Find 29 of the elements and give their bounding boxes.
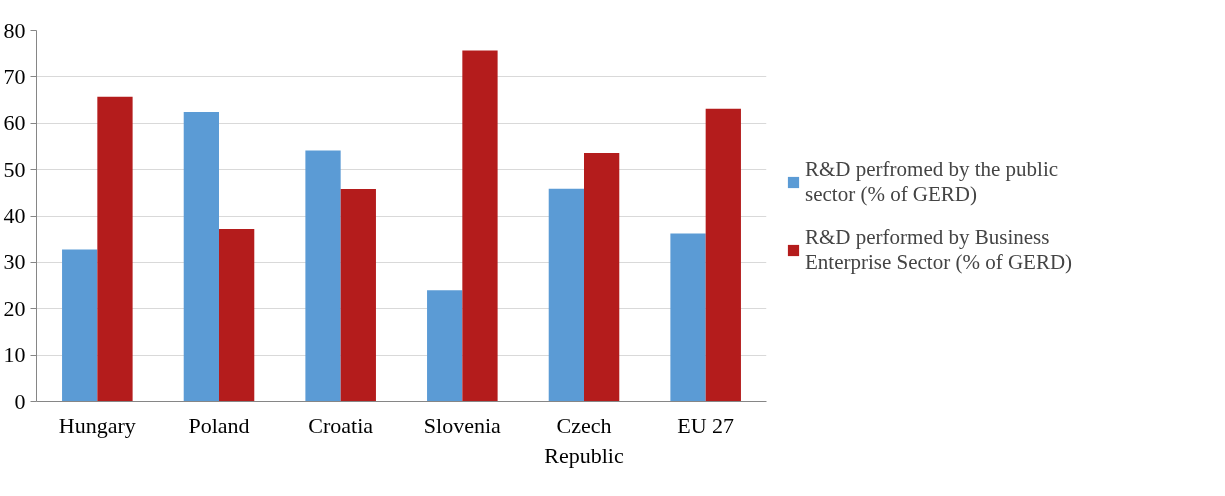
legend-label: R&D performed by Business Enterprise Sector (% of GERD) — [805, 224, 1073, 275]
x-tick-label: Hungary — [58, 412, 136, 438]
legend-label: R&D perfromed by the public sector (% of GERD) — [805, 156, 1059, 207]
x-tick-label: Croatia — [308, 412, 374, 438]
y-tick-label: 80 — [3, 17, 26, 43]
bar — [62, 249, 98, 402]
x-tick-label: Poland — [188, 412, 250, 438]
y-tick-label: 30 — [3, 249, 26, 275]
bar — [705, 108, 741, 402]
bar — [219, 228, 255, 402]
x-tick-label: EU 27 — [677, 412, 735, 438]
y-tick-label: 50 — [3, 156, 26, 182]
bar — [305, 150, 341, 402]
bar — [340, 189, 376, 402]
y-tick-label: 40 — [3, 203, 26, 228]
x-tick-label: Czech Republic — [544, 412, 624, 468]
bar — [97, 96, 133, 402]
bar — [548, 188, 584, 402]
bar — [670, 233, 706, 402]
y-tick-label: 60 — [3, 110, 26, 136]
bar — [462, 50, 498, 402]
y-tick-label: 0 — [14, 388, 26, 414]
bar — [427, 290, 463, 402]
y-tick-label: 20 — [3, 295, 26, 321]
bar — [183, 112, 219, 402]
y-tick-label: 10 — [3, 342, 26, 368]
y-tick-label: 70 — [3, 63, 26, 89]
bar — [584, 152, 620, 402]
x-tick-label: Slovenia — [423, 412, 502, 438]
